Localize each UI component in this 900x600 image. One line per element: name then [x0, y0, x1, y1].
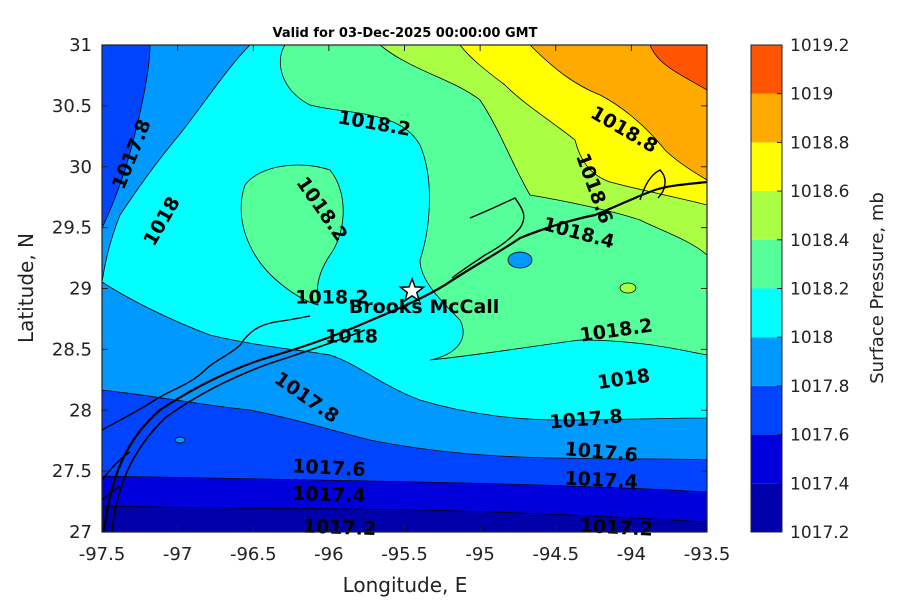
- fill-1017-8-islet: [174, 436, 186, 444]
- colorbar-tick-label: 1019: [790, 85, 833, 105]
- coastline-bays-3: [639, 169, 666, 201]
- colorbar-tick-label: 1018.4: [790, 231, 849, 251]
- map-title: Valid for 03-Dec-2025 00:00:00 GMT: [273, 26, 538, 41]
- colorbar-segment: [751, 45, 782, 94]
- x-tick-label: -94: [617, 544, 646, 565]
- x-tick-label: -96.5: [230, 544, 277, 565]
- y-tick-label: 30.5: [52, 96, 92, 117]
- colorbar-segment: [751, 337, 782, 386]
- x-tick-label: -93.5: [684, 544, 731, 565]
- y-tick-label: 28: [69, 400, 92, 421]
- contour-label: 1017.2: [579, 515, 653, 541]
- colorbar-tick-label: 1017.2: [790, 523, 849, 543]
- coastline-bays-4: [102, 451, 131, 501]
- colorbar-tick-label: 1017.6: [790, 426, 849, 446]
- x-tick-label: -97.5: [79, 544, 126, 565]
- colorbar-segment: [751, 434, 782, 484]
- y-axis-ticks: 27 27.5 28 28.5 29 29.5 30 30.5 31: [52, 35, 707, 543]
- colorbar-label: Surface Pressure, mb: [867, 192, 888, 384]
- contour-label: 1017.4: [292, 483, 366, 508]
- fill-1017-8-blob: [507, 251, 533, 269]
- fill-1019: [649, 45, 707, 91]
- colorbar-ticks: 1017.2 1017.4 1017.6 1017.8 1018 1018.2 1018.4…: [777, 36, 849, 543]
- fill-1018-4-blob: [619, 282, 637, 294]
- colorbar-segment: [751, 142, 782, 192]
- y-tick-label: 29.5: [52, 218, 92, 239]
- colorbar-segment: [751, 239, 782, 289]
- colorbar-tick-label: 1018.8: [790, 133, 849, 153]
- coastline-barrier: [111, 329, 366, 532]
- coastline: [102, 169, 707, 532]
- y-tick-label: 30: [69, 157, 92, 178]
- x-tick-label: -94.5: [532, 544, 579, 565]
- colorbar-segment: [751, 385, 782, 435]
- coastline-bays-1: [102, 315, 311, 431]
- coastline-bays-2: [451, 197, 525, 279]
- y-tick-label: 29: [69, 279, 92, 300]
- x-tick-label: -95.5: [381, 544, 428, 565]
- contour-label: 1017.4: [564, 467, 638, 493]
- colorbar: [751, 45, 782, 532]
- y-tick-label: 27.5: [52, 461, 92, 482]
- y-tick-label: 28.5: [52, 339, 92, 360]
- fill-1018-2-island: [240, 164, 344, 306]
- x-tick-label: -95: [465, 544, 494, 565]
- y-tick-label: 27: [69, 522, 92, 543]
- colorbar-segment: [751, 288, 782, 338]
- station-label: Brooks McCall: [349, 296, 499, 318]
- colorbar-tick-label: 1017.4: [790, 474, 849, 494]
- colorbar-tick-label: 1019.2: [790, 36, 849, 56]
- x-axis-ticks: -97.5 -97 -96.5 -96 -95.5 -95 -94.5 -94 -93.5: [79, 45, 731, 565]
- x-tick-label: -97: [163, 544, 192, 565]
- contour-label: 1018: [325, 326, 378, 348]
- station-marker[interactable]: Brooks McCall: [349, 276, 499, 318]
- y-tick-label: 31: [69, 35, 92, 56]
- colorbar-segment: [751, 93, 782, 143]
- filled-contours: [102, 45, 707, 532]
- contour-label: 1017.6: [292, 455, 366, 481]
- colorbar-segment: [751, 191, 782, 240]
- colorbar-tick-label: 1018.6: [790, 182, 849, 202]
- coastline-main: [102, 180, 707, 532]
- colorbar-tick-label: 1017.8: [790, 377, 849, 397]
- colorbar-tick-label: 1018.2: [790, 280, 849, 300]
- x-axis-label: Longitude, E: [343, 573, 468, 597]
- contour-label: 1018.2: [295, 287, 368, 309]
- colorbar-tick-label: 1018: [790, 328, 833, 348]
- colorbar-segment: [751, 483, 782, 532]
- y-axis-label: Latitude, N: [14, 233, 38, 343]
- station-star-icon[interactable]: [398, 276, 426, 303]
- x-tick-label: -96: [314, 544, 343, 565]
- fill-1018-8: [529, 45, 707, 181]
- contour-label: 1017.2: [302, 516, 376, 541]
